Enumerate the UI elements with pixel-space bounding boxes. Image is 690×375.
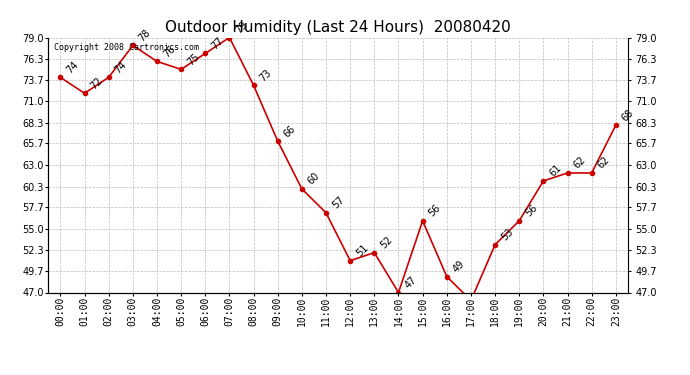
- Text: 46: 46: [0, 374, 1, 375]
- Text: 62: 62: [596, 155, 611, 171]
- Text: 78: 78: [137, 27, 152, 43]
- Text: 66: 66: [282, 123, 297, 139]
- Text: Copyright 2008 Cartronics.com: Copyright 2008 Cartronics.com: [54, 43, 199, 52]
- Text: 57: 57: [331, 195, 346, 211]
- Text: 79: 79: [234, 20, 249, 35]
- Text: 73: 73: [258, 68, 273, 83]
- Text: 72: 72: [89, 75, 105, 91]
- Text: 62: 62: [572, 155, 587, 171]
- Text: 61: 61: [548, 163, 563, 179]
- Text: 75: 75: [186, 51, 201, 67]
- Text: 76: 76: [161, 44, 177, 59]
- Text: 74: 74: [113, 59, 128, 75]
- Text: 60: 60: [306, 171, 322, 187]
- Text: 56: 56: [427, 203, 442, 219]
- Text: 51: 51: [355, 243, 370, 258]
- Text: 74: 74: [65, 59, 80, 75]
- Text: 49: 49: [451, 259, 466, 274]
- Title: Outdoor Humidity (Last 24 Hours)  20080420: Outdoor Humidity (Last 24 Hours) 2008042…: [165, 20, 511, 35]
- Text: 77: 77: [210, 35, 226, 51]
- Text: 52: 52: [379, 235, 395, 250]
- Text: 56: 56: [524, 203, 539, 219]
- Text: 53: 53: [500, 227, 515, 243]
- Text: 68: 68: [620, 107, 635, 123]
- Text: 47: 47: [403, 274, 418, 290]
